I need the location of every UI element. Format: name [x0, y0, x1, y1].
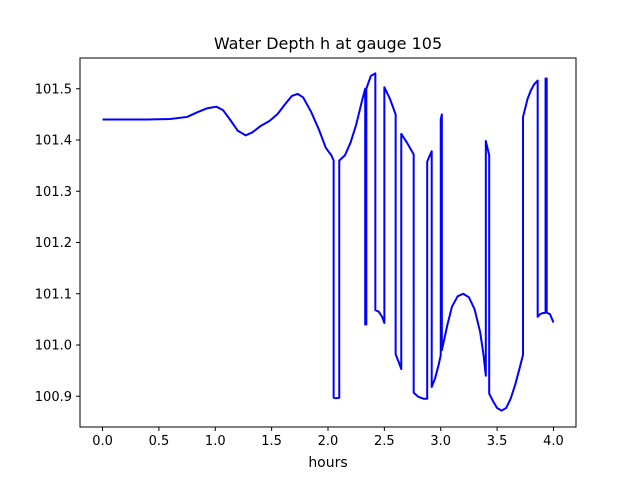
y-tick-label: 101.2 — [35, 236, 72, 251]
y-tick-label: 101.4 — [35, 134, 72, 149]
x-tick-label: 2.5 — [374, 434, 395, 449]
y-tick-label: 101.0 — [35, 339, 72, 354]
y-tick-label: 101.3 — [35, 185, 72, 200]
x-axis: 0.0 0.5 1.0 1.5 2.0 2.5 3.0 3.5 4.0 — [92, 427, 564, 449]
x-tick-label: 3.0 — [430, 434, 451, 449]
x-tick-label: 1.5 — [261, 434, 282, 449]
x-tick-label: 3.5 — [487, 434, 508, 449]
x-tick-label: 2.0 — [318, 434, 339, 449]
y-axis: 100.9 101.0 101.1 101.2 101.3 101.4 101.5 — [35, 82, 80, 405]
x-tick-label: 1.0 — [205, 434, 226, 449]
x-tick-label: 0.0 — [92, 434, 113, 449]
y-tick-label: 100.9 — [35, 390, 72, 405]
x-tick-label: 4.0 — [543, 434, 564, 449]
y-tick-label: 101.1 — [35, 287, 72, 302]
x-tick-label: 0.5 — [149, 434, 170, 449]
y-tick-label: 101.5 — [35, 82, 72, 97]
x-axis-label: hours — [308, 455, 347, 471]
chart-title: Water Depth h at gauge 105 — [214, 34, 442, 53]
series-line-0 — [102, 72, 555, 412]
